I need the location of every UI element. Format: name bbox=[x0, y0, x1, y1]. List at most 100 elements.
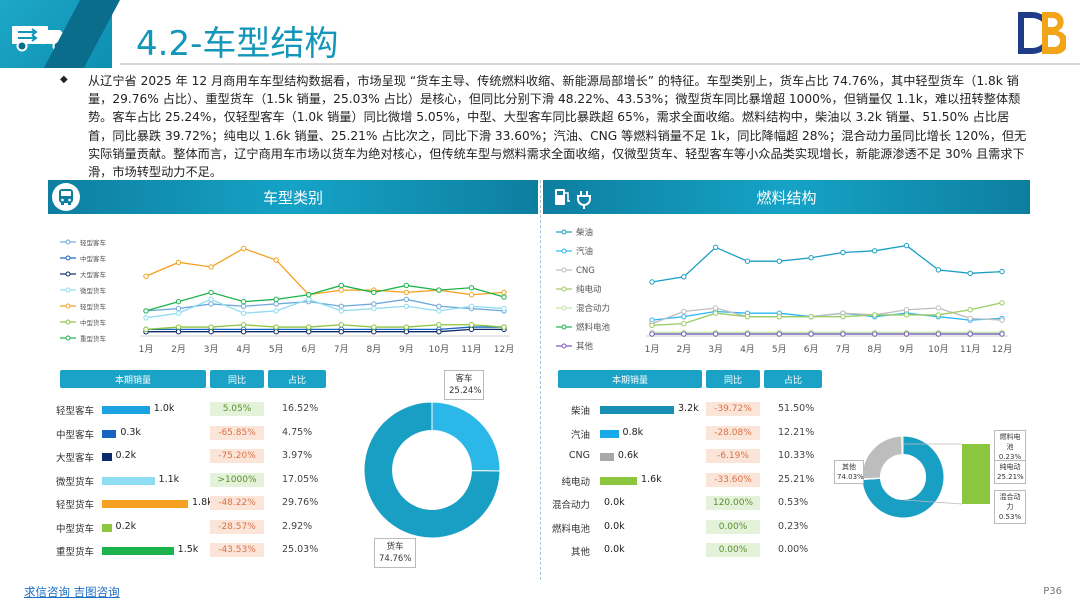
x-tick-label: 8月 bbox=[867, 344, 882, 355]
series-point bbox=[240, 298, 247, 305]
sales-value: 1.0k bbox=[153, 403, 175, 414]
series-point bbox=[712, 331, 719, 337]
yoy-badge: -28.08% bbox=[706, 425, 760, 440]
left-col-yoy: 同比 bbox=[210, 370, 264, 388]
series-point bbox=[338, 287, 344, 293]
donut-slice bbox=[431, 401, 501, 472]
yoy-badge: 120.00% bbox=[706, 496, 760, 510]
series-point bbox=[371, 301, 377, 307]
legend-marker bbox=[561, 343, 567, 349]
header-rule bbox=[120, 63, 1080, 65]
x-tick-label: 4月 bbox=[236, 344, 251, 355]
series-point bbox=[967, 315, 973, 322]
row-label: 燃料电池 bbox=[551, 523, 590, 535]
series-point bbox=[967, 307, 973, 313]
legend-label: 柴油 bbox=[576, 227, 593, 238]
legend-marker bbox=[65, 319, 71, 325]
series-point bbox=[208, 324, 214, 330]
series-point bbox=[681, 320, 687, 327]
legend-label: 重型货车 bbox=[80, 334, 107, 343]
series-point bbox=[744, 258, 751, 264]
series-point bbox=[649, 322, 655, 329]
sales-bar bbox=[600, 429, 619, 438]
legend-label: 微型货车 bbox=[80, 286, 107, 295]
sales-bar bbox=[600, 476, 637, 485]
page-title: 4.2-车型结构 bbox=[136, 24, 339, 64]
series-point bbox=[840, 331, 846, 337]
series-point bbox=[371, 305, 377, 312]
callout-ev-name: 纯电动 bbox=[999, 463, 1021, 471]
series-point bbox=[175, 310, 182, 316]
callout-ev: 纯电动 25.21% bbox=[994, 460, 1026, 484]
panel-title-fuel: 燃料结构 bbox=[756, 188, 817, 207]
series-point bbox=[306, 328, 312, 335]
series-point bbox=[468, 303, 475, 309]
series-point bbox=[208, 296, 214, 303]
series-point bbox=[935, 267, 942, 273]
footer-consult-link[interactable]: 求信咨询 吉图咨询 bbox=[24, 585, 120, 599]
callout-other: 其他 74.03% bbox=[834, 460, 864, 484]
yoy-badge: >1000% bbox=[210, 472, 264, 487]
series-point bbox=[903, 242, 910, 249]
series-point bbox=[273, 324, 279, 330]
legend-marker bbox=[561, 324, 567, 330]
legend-marker bbox=[65, 335, 71, 341]
legend-marker bbox=[65, 255, 71, 261]
series-point bbox=[649, 279, 655, 285]
series-point bbox=[872, 312, 878, 318]
x-tick-label: 6月 bbox=[804, 344, 819, 355]
legend-label: 纯电动 bbox=[576, 284, 602, 295]
sales-value: 0.6k bbox=[617, 450, 639, 461]
series-point bbox=[468, 292, 475, 298]
legend-label: 轻型货车 bbox=[80, 302, 107, 311]
callout-other-share: 74.03% bbox=[837, 473, 864, 481]
donut-slice bbox=[861, 435, 945, 519]
series-line bbox=[145, 247, 505, 296]
series-point bbox=[403, 328, 410, 335]
series-point bbox=[143, 326, 149, 333]
legend-marker bbox=[65, 287, 71, 293]
yoy-badge: -48.22% bbox=[210, 496, 264, 510]
legend-marker bbox=[561, 305, 567, 311]
sales-value: 3.2k bbox=[678, 403, 699, 414]
x-tick-label: 10月 bbox=[928, 344, 948, 355]
series-point bbox=[872, 331, 878, 337]
series-point bbox=[436, 322, 442, 328]
sales-bar bbox=[102, 523, 112, 532]
series-point bbox=[143, 273, 149, 279]
series-point bbox=[501, 294, 507, 300]
page-number: P36 bbox=[1043, 586, 1062, 597]
callout-truck-name: 货车 bbox=[386, 542, 404, 552]
series-point bbox=[468, 285, 475, 291]
series-point bbox=[371, 289, 377, 296]
sales-value: 0.2k bbox=[115, 450, 137, 461]
legend-label: 汽油 bbox=[576, 246, 593, 257]
series-point bbox=[403, 296, 410, 303]
callout-hybrid-share: 0.53% bbox=[998, 513, 1022, 521]
x-tick-label: 2月 bbox=[676, 344, 691, 355]
series-point bbox=[175, 259, 182, 266]
row-label: 柴油 bbox=[570, 406, 590, 417]
series-point bbox=[240, 310, 247, 316]
series-point bbox=[776, 258, 782, 264]
legend-label: 中型客车 bbox=[80, 254, 107, 263]
legend-label: 燃料电池 bbox=[576, 322, 611, 333]
series-point bbox=[999, 268, 1005, 275]
sales-value: 1.8k bbox=[192, 497, 213, 508]
row-label: 中型货车 bbox=[55, 523, 94, 535]
sales-bar bbox=[102, 500, 188, 508]
series-point bbox=[681, 274, 687, 280]
series-point bbox=[143, 308, 149, 314]
sales-value: 0.8k bbox=[622, 426, 644, 438]
x-tick-label: 3月 bbox=[708, 344, 723, 355]
series-point bbox=[208, 301, 214, 307]
series-point bbox=[808, 255, 814, 261]
callout-fuelcell-share: 0.23% bbox=[998, 453, 1022, 461]
share-value: 2.92% bbox=[282, 520, 313, 532]
series-point bbox=[338, 303, 344, 309]
callout-bus-name: 客车 bbox=[455, 374, 473, 384]
share-value: 10.33% bbox=[778, 450, 815, 461]
series-point bbox=[744, 331, 751, 337]
series-point bbox=[776, 331, 782, 337]
row-label: 轻型客车 bbox=[55, 406, 94, 417]
